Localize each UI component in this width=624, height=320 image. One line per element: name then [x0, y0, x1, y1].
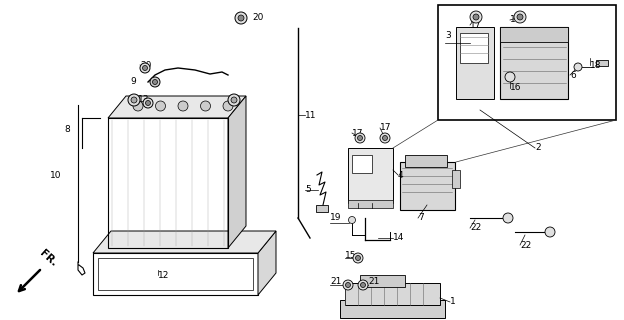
Text: 8: 8 [64, 125, 70, 134]
Text: 1: 1 [450, 298, 456, 307]
Circle shape [150, 77, 160, 87]
Polygon shape [93, 231, 276, 253]
Bar [438, 5, 616, 120]
Text: 17: 17 [470, 20, 482, 29]
Text: 12: 12 [158, 270, 169, 279]
Text: 19: 19 [330, 213, 341, 222]
Text: 13: 13 [138, 95, 150, 105]
Bar [500, 27, 568, 42]
Text: 11: 11 [305, 110, 316, 119]
Circle shape [380, 133, 390, 143]
Circle shape [361, 283, 366, 287]
Bar [360, 275, 405, 287]
Circle shape [358, 135, 363, 140]
Polygon shape [108, 96, 246, 118]
Circle shape [152, 79, 157, 84]
Text: 15: 15 [345, 251, 356, 260]
Bar [456, 27, 494, 99]
Circle shape [574, 63, 582, 71]
Text: 22: 22 [520, 241, 531, 250]
Circle shape [238, 15, 244, 21]
Bar [316, 205, 328, 212]
Text: 5: 5 [305, 186, 311, 195]
Text: 22: 22 [470, 223, 481, 233]
Bar [348, 200, 393, 208]
Circle shape [545, 227, 555, 237]
Bar [98, 258, 253, 290]
Circle shape [228, 94, 240, 106]
Text: 2: 2 [535, 143, 540, 153]
Bar [452, 170, 460, 188]
Circle shape [346, 283, 351, 287]
Text: 20: 20 [252, 12, 263, 21]
Circle shape [231, 97, 237, 103]
Circle shape [223, 101, 233, 111]
Circle shape [514, 11, 526, 23]
Text: 6: 6 [570, 70, 576, 79]
Bar [348, 148, 393, 203]
Circle shape [235, 12, 247, 24]
Text: 17: 17 [510, 15, 522, 25]
Text: 4: 4 [398, 171, 404, 180]
Bar [108, 118, 228, 248]
Circle shape [128, 94, 140, 106]
Text: 14: 14 [393, 234, 404, 243]
Text: 17: 17 [352, 129, 364, 138]
Text: 7: 7 [418, 213, 424, 222]
Circle shape [353, 253, 363, 263]
Polygon shape [228, 96, 246, 248]
Circle shape [200, 101, 210, 111]
Text: 10: 10 [50, 171, 62, 180]
Circle shape [470, 11, 482, 23]
Circle shape [517, 14, 523, 20]
Circle shape [383, 135, 388, 140]
Text: 20: 20 [140, 60, 152, 69]
Circle shape [355, 133, 365, 143]
Bar [596, 60, 608, 66]
Circle shape [503, 213, 513, 223]
Circle shape [505, 72, 515, 82]
Circle shape [356, 255, 361, 260]
Bar [460, 33, 488, 63]
Bar [345, 283, 440, 305]
Bar [340, 300, 445, 318]
Text: 17: 17 [380, 124, 391, 132]
Circle shape [348, 217, 356, 223]
Circle shape [343, 280, 353, 290]
Circle shape [473, 14, 479, 20]
Circle shape [178, 101, 188, 111]
Bar [93, 253, 258, 295]
Circle shape [155, 101, 165, 111]
Text: 3: 3 [445, 30, 451, 39]
Text: FR.: FR. [38, 248, 59, 268]
Circle shape [143, 98, 153, 108]
Bar [108, 118, 228, 248]
Polygon shape [258, 231, 276, 295]
Circle shape [145, 100, 150, 106]
Text: 16: 16 [510, 84, 522, 92]
Bar [400, 162, 455, 210]
Bar [500, 27, 568, 99]
Circle shape [142, 66, 147, 70]
Text: 21: 21 [330, 277, 341, 286]
Bar [352, 155, 372, 173]
Circle shape [140, 63, 150, 73]
Bar [405, 155, 447, 167]
Circle shape [131, 97, 137, 103]
Text: 18: 18 [590, 60, 602, 69]
Circle shape [358, 280, 368, 290]
Text: 9: 9 [130, 77, 136, 86]
Text: 21: 21 [368, 277, 379, 286]
Circle shape [133, 101, 143, 111]
